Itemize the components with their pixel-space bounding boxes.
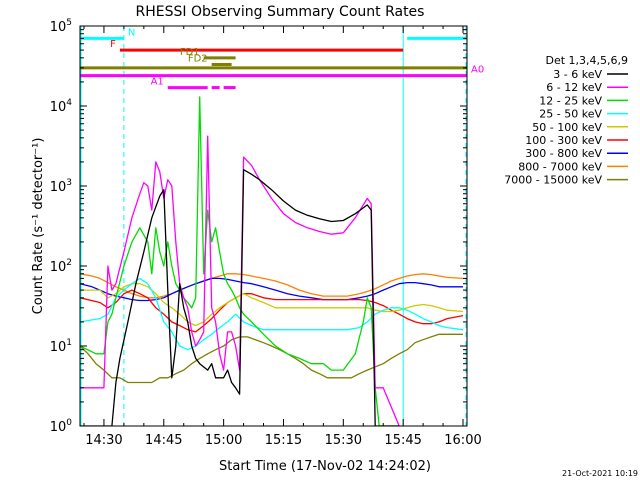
series-line-300-800kev [80, 277, 463, 302]
y-tick-label-3: 103 [50, 178, 72, 195]
plot-frame [79, 25, 468, 427]
series-line-100-300kev [80, 289, 464, 333]
obs-bar-label-n: N [128, 27, 135, 38]
legend-entry-label-5: 100 - 300 keV [525, 134, 602, 147]
x-tick-label-3: 15:15 [265, 433, 302, 448]
legend-entry-label-7: 800 - 7000 keV [518, 160, 602, 173]
y-tick-label-4: 104 [50, 98, 73, 115]
series-line-800-7000kev [80, 273, 464, 299]
legend-entry-label-8: 7000 - 15000 keV [504, 174, 602, 187]
series-line-50-100kev [80, 283, 464, 327]
x-tick-label-2: 15:00 [205, 433, 242, 448]
legend-entry-label-1: 6 - 12 keV [546, 81, 602, 94]
chart-title: RHESSI Observing Summary Count Rates [136, 4, 425, 20]
x-tick-label-4: 15:30 [325, 433, 362, 448]
x-tick-label-0: 14:30 [85, 433, 122, 448]
series-line-6-12kev [80, 135, 400, 426]
x-axis-label: Start Time (17-Nov-02 14:24:02) [219, 459, 431, 474]
series-line-3-6kev [80, 169, 400, 426]
obs-bar-label-fd2: FD2 [188, 54, 208, 65]
legend-entry-label-6: 300 - 800 keV [525, 147, 602, 160]
legend-entry-label-4: 50 - 100 keV [532, 121, 602, 134]
obs-bar-label-a0: A0 [471, 65, 484, 76]
x-tick-label-1: 14:45 [145, 433, 182, 448]
footer-timestamp: 21-Oct-2021 10:19 [562, 469, 638, 478]
legend-entry-label-3: 25 - 50 keV [539, 108, 602, 121]
y-tick-label-0: 100 [50, 418, 73, 435]
legend-header: Det 1,3,4,5,6,9 [545, 54, 628, 67]
x-tick-label-6: 16:00 [444, 433, 481, 448]
y-axis-label: Count Rate (s⁻¹ detector⁻¹) [31, 138, 46, 315]
obs-bar-label-a1: A1 [151, 77, 164, 88]
x-tick-label-5: 15:45 [384, 433, 421, 448]
y-tick-label-2: 102 [50, 258, 72, 275]
obs-bar-label-fd1: FD1 [180, 47, 200, 58]
obs-bar-label-f: F [110, 39, 116, 50]
legend-entry-label-2: 12 - 25 keV [539, 94, 602, 107]
y-tick-label-1: 101 [50, 338, 72, 355]
series-line-7000-15000kev [80, 333, 463, 384]
y-tick-label-5: 105 [50, 18, 72, 35]
legend-entry-label-0: 3 - 6 keV [553, 68, 602, 81]
